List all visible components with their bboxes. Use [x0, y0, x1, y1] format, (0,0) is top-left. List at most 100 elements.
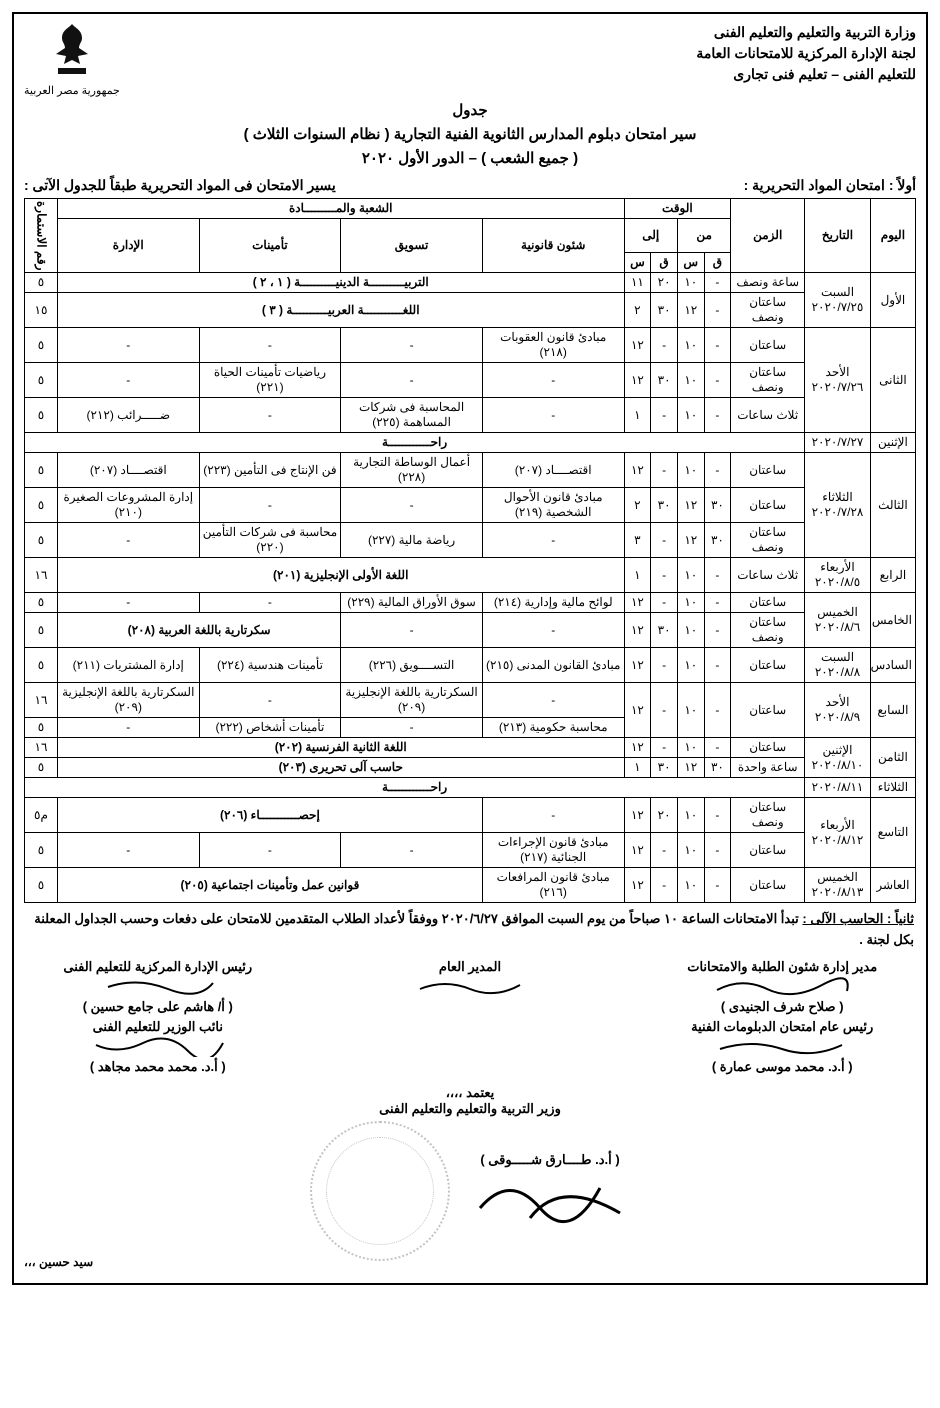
cell: التســــويق (٢٢٦): [341, 648, 483, 683]
cell: ٣٠: [704, 523, 731, 558]
cell: الأحد٢٠٢٠/٨/٩: [805, 683, 871, 738]
cell: ١٦: [25, 738, 58, 758]
cell: ضـــــرائب (٢١٢): [57, 398, 199, 433]
ministry-line2: لجنة الإدارة المركزية للامتحانات العامة: [696, 43, 916, 64]
signature-icon: [712, 1035, 852, 1057]
cell: السكرتارية باللغة الإنجليزية (٢٠٩): [341, 683, 483, 718]
col-marketing: تسويق: [341, 219, 483, 273]
cell: ٥: [25, 868, 58, 903]
cell: ١: [624, 558, 651, 593]
sig-name: ( صلاح شرف الجنيدى ): [648, 999, 916, 1015]
col-form: رقم الاستمارة: [25, 199, 58, 273]
cell: ٢٠٢٠/٧/٢٧: [805, 433, 871, 453]
cell: الإثنين٢٠٢٠/٨/١٠: [805, 738, 871, 778]
cell: -: [341, 718, 483, 738]
sig-center2: [336, 1019, 604, 1075]
cell: ١٠: [677, 868, 704, 903]
cell: سوق الأوراق المالية (٢٢٩): [341, 593, 483, 613]
cell: -: [704, 453, 731, 488]
cell: أعمال الوساطة التجارية (٢٢٨): [341, 453, 483, 488]
cell: السكرتارية باللغة الإنجليزية (٢٠٩): [57, 683, 199, 718]
signature-icon: [98, 975, 218, 997]
cell: ٣٠: [651, 293, 678, 328]
cell: ١٢: [624, 738, 651, 758]
cell: الخامس: [870, 593, 915, 648]
title-line2: سير امتحان دبلوم المدارس الثانوية الفنية…: [24, 123, 916, 147]
cell: الثانى: [870, 328, 915, 433]
subheader: أولاً : امتحان المواد التحريرية : يسير ا…: [24, 177, 916, 194]
cell: ساعتان ونصف: [731, 293, 805, 328]
signature-icon: [470, 1168, 630, 1228]
cell: ١٠: [677, 798, 704, 833]
cell: حاسب آلى تحريرى (٢٠٣): [57, 758, 624, 778]
approve-block: يعتمد ،،،، وزير التربية والتعليم والتعلي…: [24, 1085, 916, 1261]
exam-table: اليوم التاريخ الزمن الوقت الشعبة والمـــ…: [24, 198, 916, 903]
cell: -: [704, 833, 731, 868]
cell: -: [57, 833, 199, 868]
cell: ٣٠: [651, 758, 678, 778]
cell: مبادئ قانون الإجراءات الجنائية (٢١٧): [482, 833, 624, 868]
cell: التربيــــــــــة الدينيــــــــــة ( ١ …: [57, 273, 624, 293]
table-body: الأولالسبت٢٠٢٠/٧/٢٥ساعة ونصف-١٠٢٠١١الترب…: [25, 273, 916, 903]
cell: ١٢: [624, 798, 651, 833]
cell: رياضة مالية (٢٢٧): [341, 523, 483, 558]
signatures: مدير إدارة شئون الطلبة والامتحانات ( صلا…: [24, 959, 916, 1269]
cell: ٥: [25, 398, 58, 433]
cell: ٥: [25, 593, 58, 613]
cell: ٣٠: [651, 613, 678, 648]
cell: ٣٠: [704, 758, 731, 778]
cell: -: [651, 683, 678, 738]
cell: -: [651, 868, 678, 903]
cell: ١٠: [677, 738, 704, 758]
cell: السابع: [870, 683, 915, 738]
signature-icon: [410, 975, 530, 997]
cell: ٥: [25, 718, 58, 738]
cell: -: [57, 718, 199, 738]
cell: الأربعاء٢٠٢٠/٨/٥: [805, 558, 871, 593]
cell: ٥: [25, 488, 58, 523]
cell: ١٦: [25, 558, 58, 593]
cell: -: [57, 523, 199, 558]
sig-title: رئيس عام امتحان الدبلومات الفنية: [648, 1019, 916, 1035]
col-to-s: س: [624, 253, 651, 273]
cell: ٥: [25, 453, 58, 488]
cell: السبت٢٠٢٠/٧/٢٥: [805, 273, 871, 328]
cell: ١٥: [25, 293, 58, 328]
cell: اللغة الثانية الفرنسية (٢٠٢): [57, 738, 624, 758]
cell: الثلاثاء٢٠٢٠/٧/٢٨: [805, 453, 871, 558]
sig-right1: مدير إدارة شئون الطلبة والامتحانات ( صلا…: [648, 959, 916, 1015]
cell: -: [704, 648, 731, 683]
cell: -: [57, 593, 199, 613]
col-from: من: [677, 219, 730, 253]
col-to-q: ق: [651, 253, 678, 273]
cell: ثلاث ساعات: [731, 558, 805, 593]
cell: ٢: [624, 293, 651, 328]
cell: ١٠: [677, 363, 704, 398]
cell: -: [199, 593, 341, 613]
official-stamp-icon: [310, 1121, 450, 1261]
cell: ٥: [25, 523, 58, 558]
cell: ١٢: [624, 683, 651, 738]
cell: مبادئ قانون العقوبات (٢١٨): [482, 328, 624, 363]
col-branch: الشعبة والمـــــــــادة: [57, 199, 624, 219]
cell: ١٠: [677, 648, 704, 683]
sig-left1: رئيس الإدارة المركزية للتعليم الفنى ( أ/…: [24, 959, 292, 1015]
sig-title: مدير إدارة شئون الطلبة والامتحانات: [648, 959, 916, 975]
cell: مبادئ قانون المرافعات (٢١٦): [482, 868, 624, 903]
cell: اقتصــــاد (٢٠٧): [57, 453, 199, 488]
cell: اقتصــــاد (٢٠٧): [482, 453, 624, 488]
cell: ٥: [25, 833, 58, 868]
cell: ٣٠: [704, 488, 731, 523]
col-day: اليوم: [870, 199, 915, 273]
cell: الأول: [870, 273, 915, 328]
cell: الثلاثاء: [870, 778, 915, 798]
cell: ساعتان: [731, 738, 805, 758]
cell: -: [651, 398, 678, 433]
cell: ١٢: [624, 363, 651, 398]
col-admin: الإدارة: [57, 219, 199, 273]
cell: -: [341, 363, 483, 398]
cell: ١٢: [624, 868, 651, 903]
cell: ٥: [25, 273, 58, 293]
emblem-block: جمهورية مصر العربية: [24, 22, 120, 97]
cell: ١١: [624, 273, 651, 293]
